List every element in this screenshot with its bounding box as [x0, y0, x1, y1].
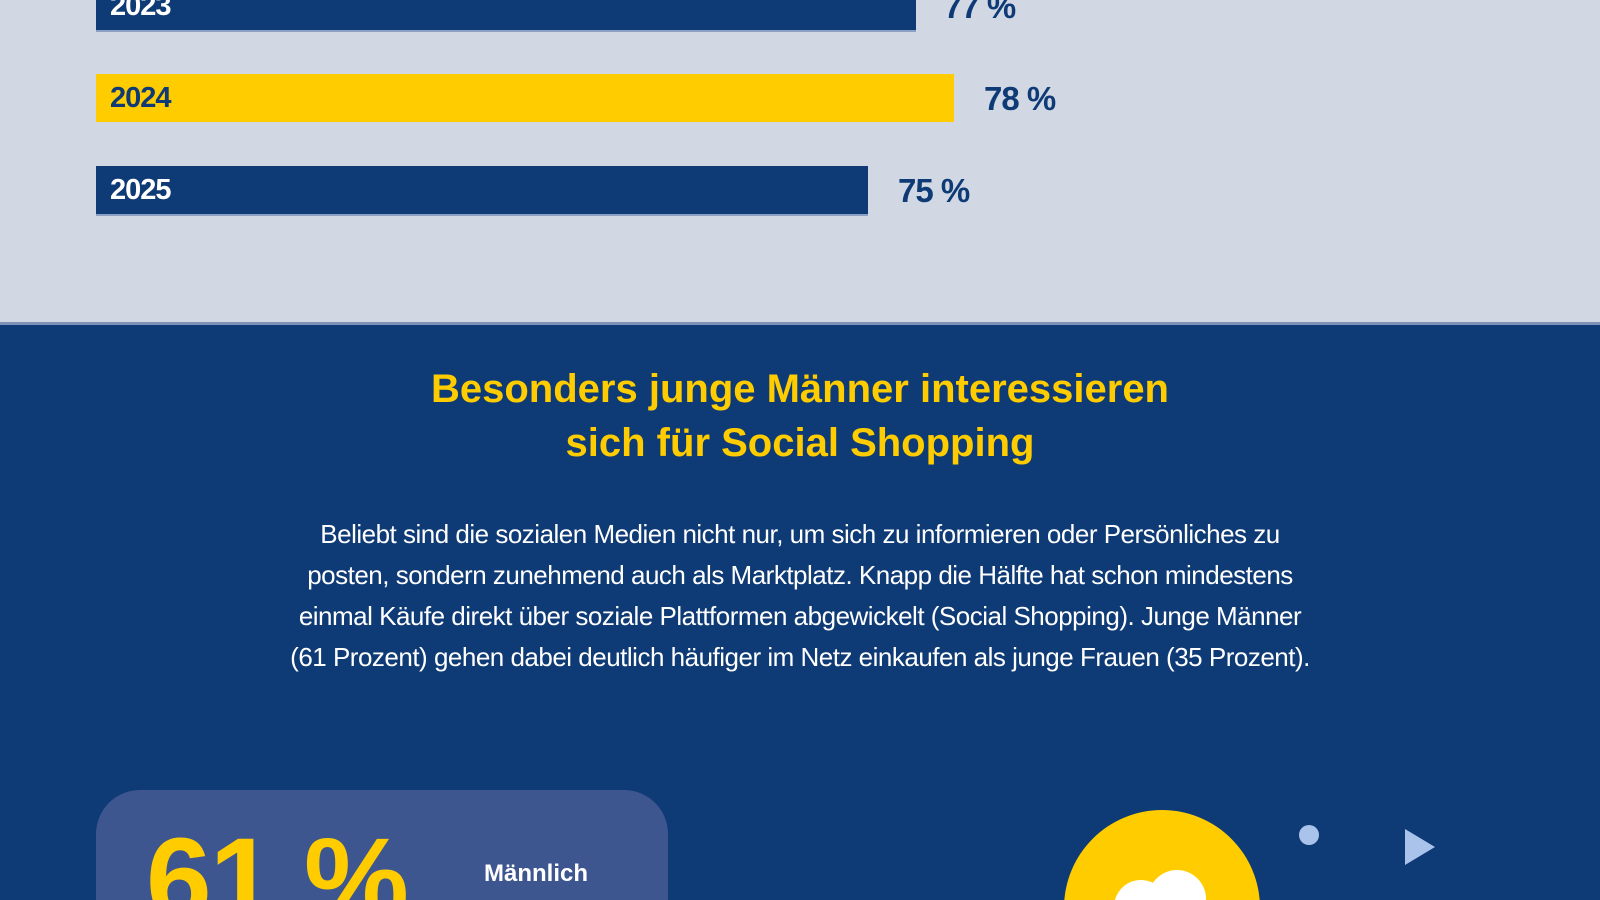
- triangle-decoration-icon: [1405, 829, 1435, 865]
- bar-2024: 2024: [96, 74, 954, 122]
- bar-value-2023: 77 %: [944, 0, 1016, 25]
- section-divider: [0, 322, 1600, 325]
- bar-label-2025: 2025: [110, 173, 172, 206]
- cloud-icon: [1114, 860, 1214, 900]
- body-line-2: posten, sondern zunehmend auch als Markt…: [307, 560, 1293, 590]
- bar-value-2024: 78 %: [984, 80, 1056, 117]
- body-line-4: (61 Prozent) gehen dabei deutlich häufig…: [290, 642, 1310, 672]
- bar-2025: 2025: [96, 166, 868, 214]
- dot-decoration-icon: [1299, 825, 1319, 845]
- bar-label-2024: 2024: [110, 81, 172, 114]
- headline-line-2: sich für Social Shopping: [565, 421, 1035, 465]
- stat-value: 61 %: [146, 814, 409, 900]
- headline-line-1: Besonders junge Männer interessieren: [430, 367, 1169, 411]
- stat-label: Männlich: [484, 860, 589, 887]
- stat-card-male: 61 % Männlich: [96, 790, 668, 900]
- body-line-1: Beliebt sind die sozialen Medien nicht n…: [320, 519, 1280, 549]
- bar-label-2023: 2023: [110, 0, 172, 22]
- chart-section: 2023 77 % 2024 78 % 2025 75 %: [0, 0, 1600, 322]
- body-line-3: einmal Käufe direkt über soziale Plattfo…: [298, 601, 1302, 631]
- bar-value-2025: 75 %: [898, 172, 970, 209]
- section-body-text: Beliebt sind die sozialen Medien nicht n…: [140, 514, 1460, 678]
- section-headline: Besonders junge Männer interessieren sic…: [0, 362, 1600, 470]
- bar-2023: 2023: [96, 0, 916, 30]
